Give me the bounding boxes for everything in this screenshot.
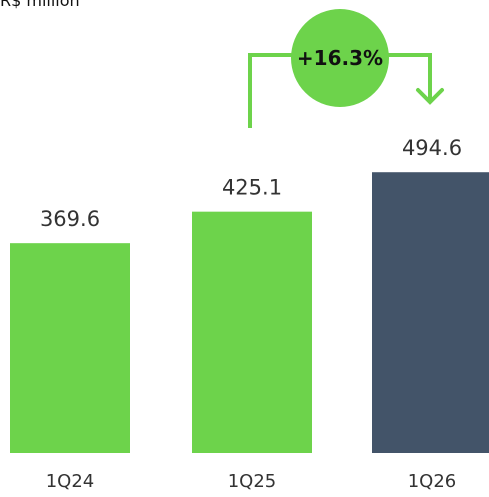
bar-1q25 <box>192 211 312 453</box>
unit-label: R$ million <box>0 0 80 10</box>
value-label-1q25: 425.1 <box>222 176 282 200</box>
growth-annotation: +16.3% <box>248 9 444 128</box>
bar-1q24 <box>10 243 130 453</box>
value-label-1q26: 494.6 <box>402 136 462 160</box>
value-label-1q24: 369.6 <box>40 207 100 231</box>
growth-badge-circle <box>291 9 389 107</box>
growth-arrowhead-icon <box>416 88 444 105</box>
category-label-1q26: 1Q26 <box>408 471 457 492</box>
bars-layer: 369.6 1Q24 425.1 1Q25 494.6 1Q26 <box>10 136 489 492</box>
category-label-1q24: 1Q24 <box>46 471 95 492</box>
bar-1q26 <box>372 172 489 453</box>
category-label-1q25: 1Q25 <box>228 471 277 492</box>
growth-percentage: +16.3% <box>297 46 383 70</box>
